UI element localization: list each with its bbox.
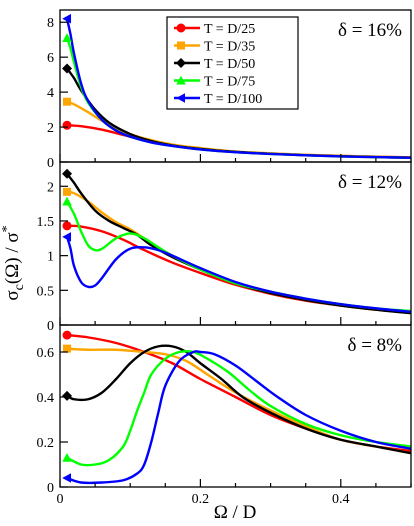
legend-label-3: T = D/50 — [204, 57, 255, 72]
y-tick-label-3-2: 0.2 — [37, 436, 55, 451]
legend-label-4: T = D/75 — [204, 75, 255, 90]
legend-label-1: T = D/25 — [204, 22, 255, 37]
series-marker-1-5 — [62, 13, 72, 24]
x-axis-title: Ω / D — [214, 502, 257, 523]
series-marker-2-2 — [63, 187, 72, 196]
legend-marker-1 — [176, 23, 186, 33]
y-tick-label-1-4: 6 — [47, 51, 54, 66]
series-line-1-5 — [65, 17, 411, 160]
y-tick-label-2-3: 1 — [47, 250, 54, 265]
y-tick-label-1-3: 4 — [47, 86, 54, 101]
series-line-2-2 — [65, 190, 411, 314]
panel-2: 0 0.5 1 1.5 2 δ = 12% — [37, 161, 412, 334]
series-marker-1-2 — [63, 97, 72, 106]
panel-1: 0 2 4 6 8 δ = 16% — [47, 9, 412, 171]
series-line-2-5 — [65, 235, 411, 314]
series-marker-1-4 — [62, 33, 72, 42]
y-tick-label-2-1: 0 — [47, 319, 54, 334]
legend-label-5: T = D/100 — [204, 92, 262, 107]
series-line-3-4 — [65, 349, 411, 467]
series-marker-2-3 — [62, 168, 73, 179]
y-tick-label-2-5: 2 — [47, 180, 54, 195]
x-tick-label-2: 0.2 — [192, 492, 210, 507]
legend-marker-2 — [177, 41, 185, 50]
legend-marker-5 — [176, 93, 185, 103]
x-tick-label-1: 0 — [57, 492, 64, 507]
series-marker-1-3 — [62, 63, 73, 74]
series-marker-3-1 — [62, 330, 72, 340]
panel-label-2: δ = 12% — [338, 172, 402, 193]
y-tick-label-3-1: 0 — [47, 481, 54, 496]
series-marker-3-2 — [63, 344, 72, 353]
series-marker-1-1 — [62, 120, 72, 130]
legend-marker-3 — [176, 58, 186, 68]
panel-label-1: δ = 16% — [338, 20, 402, 41]
panel-label-3: δ = 8% — [348, 335, 403, 356]
y-tick-label-1-2: 2 — [47, 121, 54, 136]
legend-label-2: T = D/35 — [204, 40, 255, 55]
panel-3: 0 0.2 0.4 0.6 δ = 8% — [37, 324, 412, 496]
panel-2-series — [65, 172, 411, 315]
y-tick-label-3-3: 0.4 — [37, 391, 55, 406]
panel-3-series — [65, 333, 411, 485]
panels-layer: 0 2 4 6 8 δ = 16% 0 0.5 1 1.5 2 δ = 12% 0 0.2 0.4 0.6 δ … — [37, 9, 412, 507]
series-marker-2-4 — [62, 196, 72, 206]
series-marker-3-3 — [62, 390, 73, 401]
legend: T = D/25 T = D/35 T = D/50 T = D/75 T = D/10… — [166, 16, 299, 110]
y-tick-label-2-2: 0.5 — [37, 284, 55, 299]
x-tick-label-3: 0.4 — [332, 492, 350, 507]
y-tick-label-3-4: 0.6 — [37, 346, 55, 361]
series-marker-2-1 — [62, 221, 72, 231]
series-marker-2-5 — [62, 232, 72, 242]
legend-marker-4 — [176, 75, 186, 85]
series-line-3-3 — [65, 344, 411, 455]
series-line-3-5 — [65, 350, 411, 485]
series-line-2-1 — [65, 224, 411, 314]
y-tick-label-2-4: 1.5 — [37, 215, 55, 230]
series-line-2-3 — [65, 172, 411, 315]
y-tick-label-1-1: 0 — [47, 156, 54, 171]
y-tick-label-1-5: 8 — [47, 16, 54, 31]
series-marker-3-5 — [62, 473, 72, 483]
y-axis-title: σc(Ω) / σ* — [0, 225, 27, 300]
series-marker-3-4 — [62, 452, 72, 462]
